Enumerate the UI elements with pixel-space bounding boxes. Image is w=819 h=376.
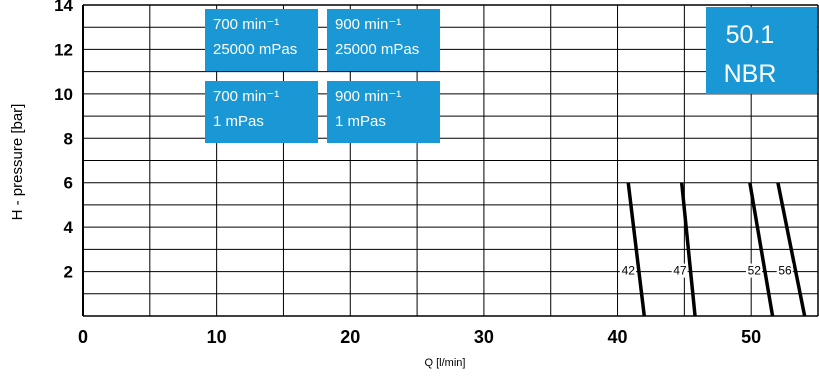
series-label: 47 [673,264,687,278]
x-tick-labels: 0 10 20 30 40 50 [78,327,761,347]
y-tick-label: 12 [54,40,73,59]
curves: 42 47 52 56 [619,182,807,317]
legend-box [327,9,440,71]
y-tick-label: 14 [54,0,73,15]
legend-speed: 900 min⁻¹ [335,88,401,105]
x-tick-label: 20 [340,327,360,347]
x-axis-title: Q [l/min] [425,357,466,369]
badge-material: NBR [724,60,777,88]
series-line [776,182,807,317]
legend-box [205,81,318,143]
series-label-bg [776,263,793,278]
x-tick-label: 40 [608,327,628,347]
x-tick-label: 30 [474,327,494,347]
legend-speed: 900 min⁻¹ [335,16,401,33]
series-label-bg [745,263,762,278]
legend-speed: 700 min⁻¹ [213,16,279,33]
x-tick-label: 10 [207,327,227,347]
legend-box [327,81,440,143]
legend-viscosity: 25000 mPas [213,41,297,58]
series-label: 52 [748,264,762,278]
legend-viscosity: 25000 mPas [335,41,419,58]
y-tick-labels: 2 4 6 8 10 12 14 [54,0,73,282]
legend-viscosity: 1 mPas [213,113,264,130]
series-label-bg [671,263,688,278]
badge-model: 50.1 [726,21,775,49]
legend-box [205,9,318,71]
y-tick-label: 4 [64,218,74,237]
series-label: 42 [622,264,636,278]
badge: 50.1 NBR [706,7,817,94]
series-line [679,182,697,317]
legend: 700 min⁻¹ 25000 mPas 900 min⁻¹ 25000 mPas 70… [205,9,440,143]
series-line [626,182,647,317]
legend-speed: 700 min⁻¹ [213,88,279,105]
legend-viscosity: 1 mPas [335,113,386,130]
y-tick-label: 2 [64,263,73,282]
grid [82,4,819,317]
series-label: 56 [778,264,792,278]
x-tick-label: 0 [78,327,88,347]
x-tick-label: 50 [741,327,761,347]
series-line [748,182,775,317]
series-label-bg [619,263,636,278]
model-badge [706,7,817,94]
y-tick-label: 8 [64,129,73,148]
y-axis-title: H - pressure [bar] [9,104,26,221]
y-tick-label: 6 [64,174,73,193]
y-tick-label: 10 [54,85,73,104]
